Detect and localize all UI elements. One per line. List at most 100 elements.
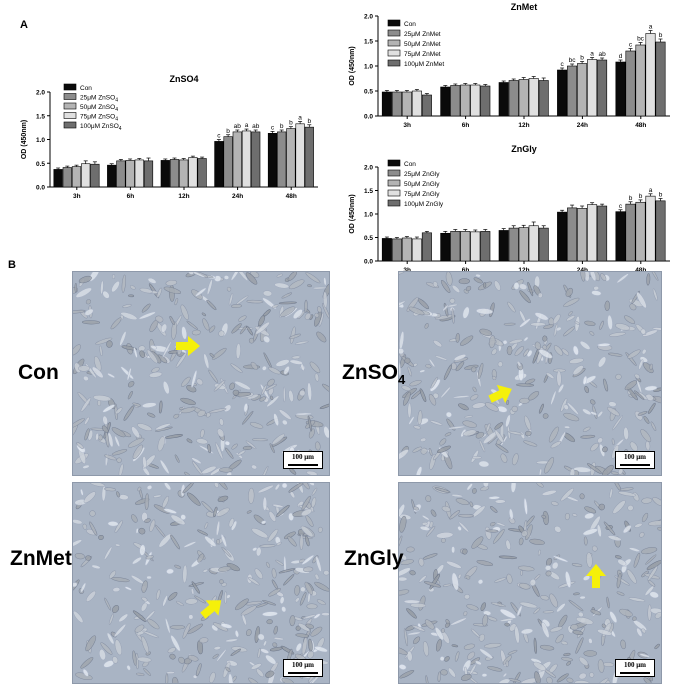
cell: [520, 570, 523, 576]
cell: [544, 457, 555, 474]
cell: [421, 521, 428, 526]
chart-title: ZnSO4: [169, 74, 198, 84]
cell: [180, 397, 196, 406]
bar: [450, 231, 461, 262]
cell: [271, 579, 279, 590]
cell: [197, 553, 205, 563]
cell: [172, 676, 179, 683]
cell: [517, 565, 535, 572]
cell: [145, 610, 156, 621]
cell: [491, 348, 498, 355]
cell: [619, 608, 633, 617]
cell: [447, 304, 458, 308]
cell: [267, 528, 279, 542]
cell: [589, 672, 595, 678]
cell: [508, 338, 524, 345]
cell: [127, 390, 133, 400]
cell: [305, 623, 315, 629]
cell: [566, 315, 576, 322]
cell: [467, 651, 476, 660]
cell: [479, 328, 493, 336]
y-tick-label: 0.0: [36, 185, 45, 192]
cell: [458, 278, 470, 285]
legend-swatch: [387, 59, 401, 67]
cell: [221, 582, 227, 587]
cell: [127, 367, 132, 381]
cell: [571, 563, 583, 567]
cell: [647, 579, 656, 587]
cell: [569, 357, 584, 364]
cell: [274, 483, 280, 491]
cell: [506, 573, 513, 584]
cell: [201, 465, 217, 475]
cell: [263, 335, 271, 343]
cell: [458, 403, 469, 411]
cell: [323, 570, 329, 576]
cell: [228, 673, 234, 683]
cell: [317, 306, 322, 313]
cell: [599, 320, 604, 330]
cell: [146, 349, 158, 364]
cell: [301, 508, 312, 517]
cell: [509, 508, 514, 520]
cell: [519, 318, 531, 328]
cell: [262, 290, 273, 297]
cell: [322, 303, 329, 320]
cell: [137, 656, 152, 663]
cell: [639, 532, 645, 538]
cell: [224, 440, 230, 446]
con-micrograph: 100 μm: [72, 271, 330, 476]
significance-letter: c: [271, 124, 275, 131]
cell: [555, 634, 564, 644]
x-tick-label: 3h: [73, 193, 81, 200]
cell: [556, 603, 566, 613]
cell: [316, 331, 327, 343]
cell: [642, 329, 658, 337]
x-tick-label: 12h: [518, 122, 529, 129]
cell: [551, 561, 559, 570]
cell: [102, 404, 115, 413]
cell: [652, 497, 661, 507]
cell: [142, 455, 147, 469]
significance-letter: b: [280, 123, 284, 130]
cell: [208, 369, 219, 383]
cell: [206, 279, 213, 295]
cell: [257, 647, 261, 659]
legend-swatch: [387, 49, 401, 57]
bar: [508, 80, 519, 117]
cell: [230, 304, 242, 309]
cell: [603, 521, 616, 536]
cell: [201, 312, 207, 317]
cell: [470, 394, 479, 401]
cell: [602, 662, 615, 667]
legend-subscript: 4: [115, 117, 118, 123]
cell: [575, 616, 594, 625]
cell: [652, 288, 658, 301]
cell: [127, 381, 135, 388]
cell: [464, 415, 473, 419]
cell: [407, 631, 421, 636]
cell: [165, 434, 183, 439]
cell: [301, 483, 310, 490]
znmet-micrograph: 100 μm: [72, 482, 330, 684]
bar: [223, 136, 233, 188]
cell: [421, 515, 430, 521]
cell: [488, 496, 501, 500]
cell: [297, 622, 311, 632]
cell: [582, 408, 592, 416]
cell: [425, 495, 432, 503]
cell: [597, 410, 604, 418]
cell: [170, 514, 186, 526]
bar: [480, 85, 491, 117]
cell: [119, 331, 127, 346]
cell: [582, 426, 591, 432]
cell: [641, 512, 649, 523]
cell: [145, 555, 154, 560]
cell: [196, 663, 202, 677]
cell: [283, 366, 290, 375]
cell: [181, 326, 187, 340]
cell: [107, 521, 119, 527]
cell: [574, 320, 580, 325]
cell: [578, 672, 587, 680]
y-axis-label: OD (450nm): [349, 46, 356, 85]
